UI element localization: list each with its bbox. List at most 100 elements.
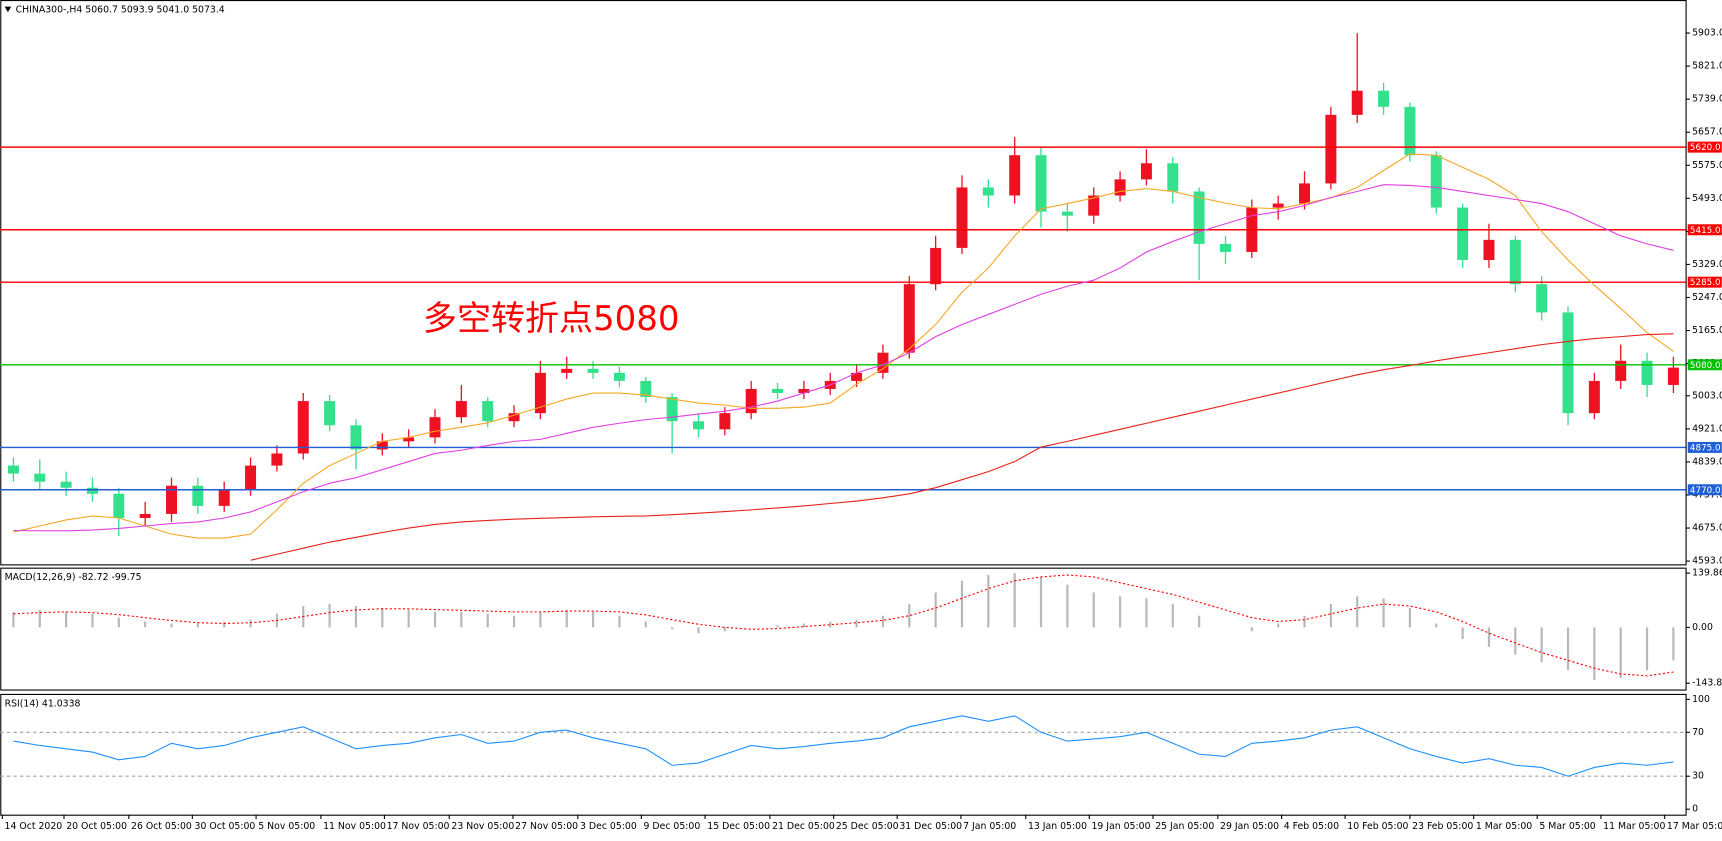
y-tick-label: 5739.0 bbox=[1692, 94, 1722, 105]
y-tick-label: 5821.0 bbox=[1692, 61, 1722, 72]
candle-body bbox=[218, 489, 230, 506]
level-label-box bbox=[1687, 224, 1722, 236]
candle-body bbox=[1167, 163, 1179, 192]
candle-body bbox=[455, 401, 467, 418]
x-tick-label: 26 Oct 05:00 bbox=[131, 821, 192, 832]
y-tick-label: 100 bbox=[1692, 694, 1710, 705]
indicator-line bbox=[13, 184, 1674, 532]
candle-body bbox=[1430, 155, 1442, 208]
y-tick-label: 5575.0 bbox=[1692, 160, 1722, 171]
panel-title: RSI(14) 41.0338 bbox=[5, 698, 81, 709]
panel-title: MACD(12,26,9) -82.72 -99.75 bbox=[5, 572, 142, 583]
x-tick-label: 5 Nov 05:00 bbox=[258, 821, 315, 832]
candle-body bbox=[508, 413, 520, 422]
candle-body bbox=[34, 473, 46, 482]
candle-body bbox=[1325, 114, 1337, 184]
y-tick-label: 5329.0 bbox=[1692, 259, 1722, 270]
y-tick-label: 5247.0 bbox=[1692, 292, 1722, 303]
candle-body bbox=[245, 465, 257, 490]
y-tick-label: 4839.0 bbox=[1692, 456, 1722, 467]
candle-body bbox=[1641, 360, 1653, 385]
level-label: 5285.0 bbox=[1690, 278, 1721, 288]
x-tick-label: 7 Jan 05:00 bbox=[963, 821, 1016, 832]
x-tick-label: 20 Oct 05:00 bbox=[66, 821, 127, 832]
candle-body bbox=[1483, 239, 1495, 260]
candle-body bbox=[587, 368, 599, 373]
candle-body bbox=[930, 247, 942, 285]
x-tick-label: 21 Dec 05:00 bbox=[772, 821, 835, 832]
y-tick-label: 4593.0 bbox=[1692, 556, 1722, 567]
candle-body bbox=[482, 401, 494, 422]
x-tick-label: 13 Jan 05:00 bbox=[1028, 821, 1087, 832]
x-tick-label: 9 Dec 05:00 bbox=[644, 821, 701, 832]
candle-body bbox=[561, 368, 573, 373]
indicator-line bbox=[13, 715, 1674, 777]
x-tick-label: 29 Jan 05:00 bbox=[1220, 821, 1279, 832]
candle-body bbox=[640, 380, 652, 398]
x-tick-label: 11 Mar 05:00 bbox=[1603, 821, 1665, 832]
y-tick-label: 139.86 bbox=[1692, 568, 1722, 579]
candle-body bbox=[1562, 312, 1574, 414]
candle-body bbox=[1536, 284, 1548, 313]
x-tick-label: 1 Mar 05:00 bbox=[1476, 821, 1532, 832]
y-tick-label: 5493.0 bbox=[1692, 193, 1722, 204]
y-tick-label: 0 bbox=[1692, 804, 1698, 815]
y-tick-label: 4921.0 bbox=[1692, 423, 1722, 434]
x-tick-label: 17 Nov 05:00 bbox=[387, 821, 450, 832]
candle-body bbox=[1193, 191, 1205, 244]
candle-body bbox=[1009, 155, 1021, 196]
candle-body bbox=[1615, 360, 1627, 381]
y-tick-label: 70 bbox=[1692, 727, 1704, 738]
y-tick-label: 30 bbox=[1692, 771, 1704, 782]
x-tick-label: 25 Jan 05:00 bbox=[1155, 821, 1214, 832]
candle-body bbox=[851, 372, 863, 381]
y-tick-label: -143.82 bbox=[1692, 678, 1722, 689]
candle-body bbox=[1140, 163, 1152, 180]
y-tick-label: 0.00 bbox=[1692, 622, 1713, 633]
candle-body bbox=[1404, 106, 1416, 156]
candle-body bbox=[113, 493, 125, 518]
x-tick-label: 11 Nov 05:00 bbox=[323, 821, 386, 832]
level-label-box bbox=[1687, 359, 1722, 371]
x-tick-label: 14 Oct 2020 bbox=[5, 821, 63, 832]
candle-body bbox=[403, 437, 415, 442]
candle-body bbox=[350, 425, 362, 450]
candle-body bbox=[1061, 211, 1073, 216]
candle-body bbox=[798, 388, 810, 394]
level-label-box bbox=[1687, 141, 1722, 153]
x-tick-label: 23 Nov 05:00 bbox=[451, 821, 514, 832]
x-tick-label: 25 Dec 05:00 bbox=[836, 821, 899, 832]
level-label-box bbox=[1687, 276, 1722, 288]
candle-body bbox=[1299, 183, 1311, 204]
candle-body bbox=[1088, 195, 1100, 216]
candle-body bbox=[877, 352, 889, 373]
level-label: 4770.0 bbox=[1690, 486, 1721, 496]
candle-body bbox=[1457, 207, 1469, 260]
candle-body bbox=[271, 453, 283, 466]
candle-body bbox=[192, 485, 204, 506]
x-tick-label: 30 Oct 05:00 bbox=[195, 821, 256, 832]
x-tick-label: 5 Mar 05:00 bbox=[1539, 821, 1595, 832]
y-tick-label: 5903.0 bbox=[1692, 28, 1722, 39]
x-tick-label: 15 Dec 05:00 bbox=[707, 821, 770, 832]
level-label-box bbox=[1687, 441, 1722, 453]
candle-body bbox=[324, 401, 336, 426]
candle-body bbox=[719, 413, 731, 430]
candle-body bbox=[1114, 179, 1126, 196]
y-tick-label: 4675.0 bbox=[1692, 523, 1722, 534]
panel-title: CHINA300-,H4 5060.7 5093.9 5041.0 5073.4 bbox=[16, 4, 225, 15]
candle-body bbox=[693, 421, 704, 430]
level-label: 4875.0 bbox=[1690, 443, 1721, 453]
annotation: 多空转折点5080 bbox=[423, 299, 680, 339]
y-tick-label: 5657.0 bbox=[1692, 127, 1722, 138]
y-tick-label: 5165.0 bbox=[1692, 325, 1722, 336]
x-tick-label: 23 Feb 05:00 bbox=[1412, 821, 1473, 832]
candle-body bbox=[1219, 243, 1231, 252]
candle-body bbox=[86, 487, 98, 494]
indicator-line bbox=[13, 574, 1674, 677]
candle-body bbox=[903, 284, 915, 353]
menu-triangle[interactable] bbox=[4, 6, 12, 13]
panel-frame bbox=[0, 693, 1687, 816]
